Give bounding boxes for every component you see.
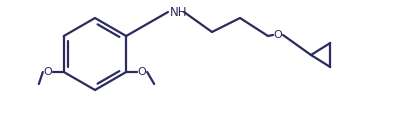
Text: O: O [138, 67, 146, 77]
Text: NH: NH [170, 5, 188, 18]
Text: O: O [273, 30, 282, 40]
Text: O: O [43, 67, 52, 77]
